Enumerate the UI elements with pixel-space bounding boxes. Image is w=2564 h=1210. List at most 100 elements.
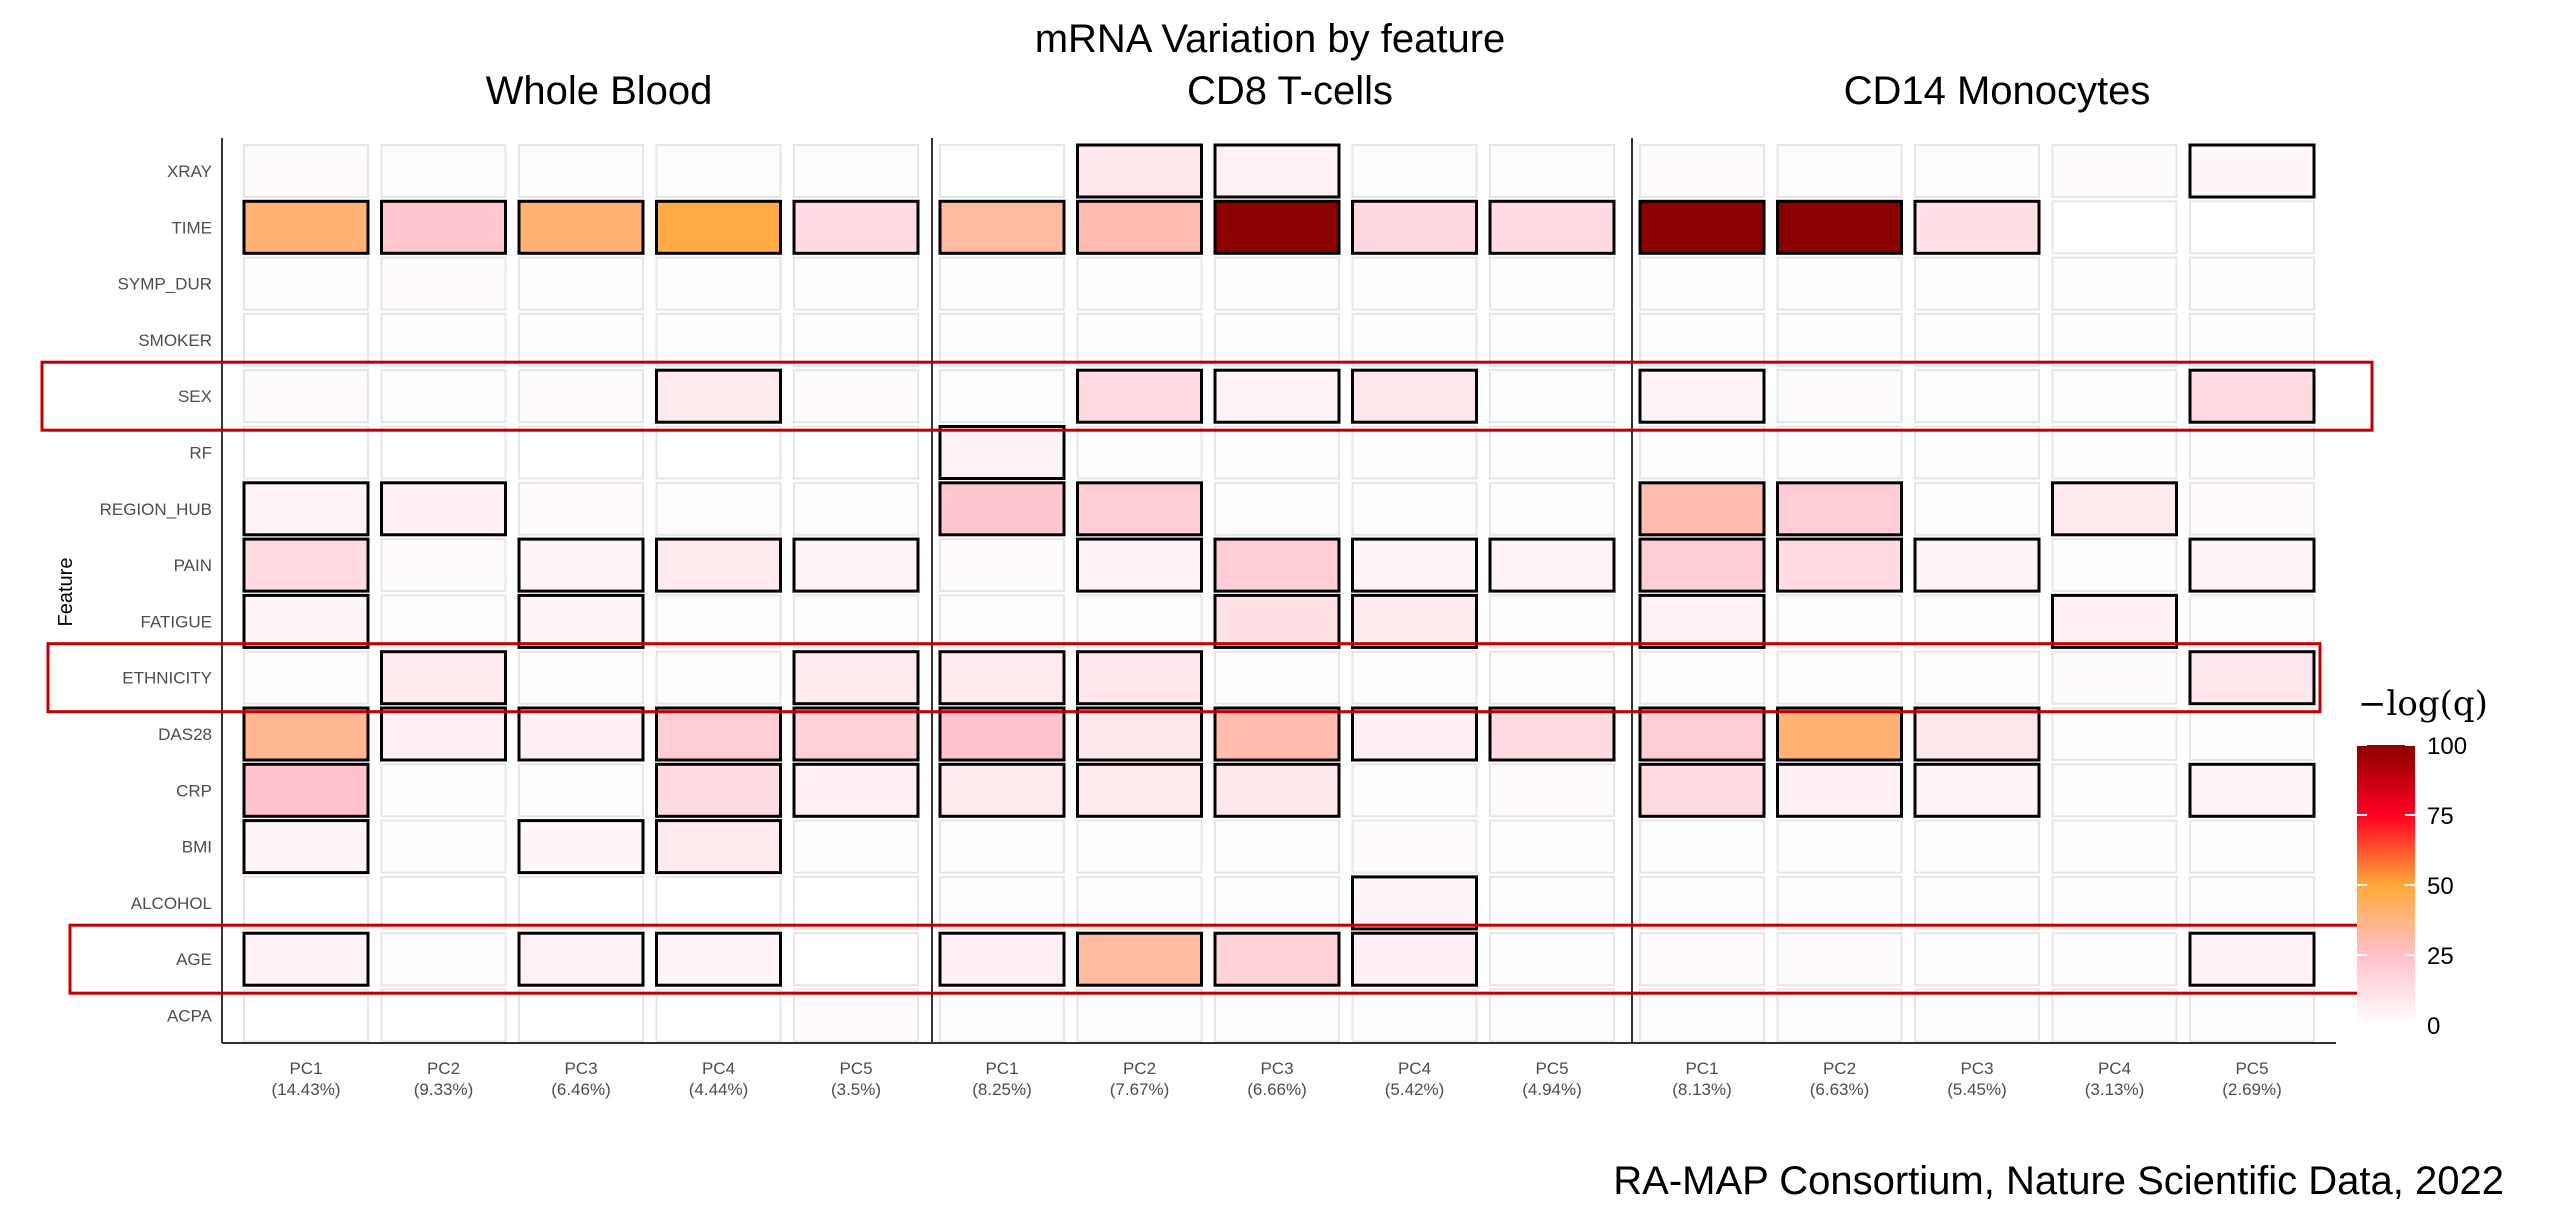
- heat-tile-xray-cd14-monocytes-pc3: [1914, 144, 2040, 198]
- x-tick-label: PC3: [1960, 1059, 1993, 1078]
- heat-tile-crp-whole-blood-pc2: [380, 763, 507, 818]
- heat-tile-age-whole-blood-pc1: [242, 931, 370, 987]
- legend-ticks: 100 75 50 25 0: [2357, 733, 2467, 1040]
- y-tick-label: AGE: [176, 950, 212, 969]
- heat-tile-xray-cd14-monocytes-pc2: [1776, 144, 1903, 198]
- heat-tile-xray-cd8-t-cells-pc4: [1351, 144, 1478, 198]
- heat-tile-alcohol-cd8-t-cells-pc2: [1076, 875, 1203, 930]
- x-tick-label: PC4: [1398, 1059, 1431, 1078]
- heat-tile-fatigue-cd14-monocytes-pc1: [1638, 593, 1766, 649]
- heat-tile-sex-cd8-t-cells-pc4: [1351, 368, 1478, 424]
- heat-tile-region-hub-cd8-t-cells-pc3: [1214, 481, 1340, 536]
- heat-tile-das28-cd14-monocytes-pc3: [1913, 706, 2041, 762]
- heat-tile-bmi-cd14-monocytes-pc2: [1776, 819, 1903, 874]
- heat-tile-alcohol-whole-blood-pc5: [793, 875, 919, 930]
- heat-tile-pain-cd8-t-cells-pc4: [1351, 537, 1478, 593]
- heat-tile-xray-cd8-t-cells-pc3: [1213, 143, 1341, 199]
- heat-tile-xray-cd8-t-cells-pc1: [939, 144, 1065, 198]
- heat-tile-age-cd14-monocytes-pc3: [1914, 932, 2040, 987]
- heat-tile-age-cd8-t-cells-pc4: [1351, 931, 1478, 987]
- x-tick-label: PC5: [1535, 1059, 1568, 1078]
- heat-tile-bmi-whole-blood-pc5: [793, 819, 919, 874]
- x-tick-variance: (9.33%): [414, 1080, 474, 1099]
- heat-tile-region-hub-whole-blood-pc3: [518, 481, 644, 536]
- heat-tile-age-whole-blood-pc5: [793, 932, 919, 987]
- heat-tile-pain-whole-blood-pc4: [655, 537, 782, 593]
- x-tick-variance: (4.44%): [689, 1080, 749, 1099]
- x-tick-labels: PC1 (14.43%) PC2 (9.33%) PC3 (6.46%) PC4 (4.44%…: [272, 1059, 2282, 1099]
- heat-tile-acpa-cd8-t-cells-pc5: [1489, 988, 1615, 1043]
- axis-lines: [221, 138, 2336, 1044]
- heat-tile-smoker-whole-blood-pc4: [655, 312, 782, 367]
- heat-tile-time-whole-blood-pc3: [517, 199, 645, 255]
- heat-tile-fatigue-cd8-t-cells-pc2: [1076, 594, 1203, 649]
- legend-tick-label: 0: [2427, 1013, 2440, 1040]
- heat-tile-symp-dur-whole-blood-pc2: [380, 256, 507, 311]
- heat-tile-crp-cd8-t-cells-pc4: [1351, 763, 1478, 818]
- heat-tile-smoker-cd14-monocytes-pc4: [2051, 312, 2178, 367]
- y-axis-title: Feature: [55, 558, 77, 627]
- x-tick-variance: (8.25%): [972, 1080, 1032, 1099]
- heat-tile-symp-dur-cd14-monocytes-pc4: [2051, 256, 2178, 311]
- x-tick-variance: (6.46%): [551, 1080, 611, 1099]
- heat-tile-sex-whole-blood-pc2: [380, 369, 507, 424]
- heat-tile-region-hub-whole-blood-pc5: [793, 481, 919, 536]
- heat-tile-ethnicity-whole-blood-pc3: [518, 650, 644, 705]
- heat-tile-pain-cd14-monocytes-pc2: [1776, 537, 1903, 593]
- heat-tile-time-whole-blood-pc5: [792, 199, 920, 255]
- heat-tile-crp-whole-blood-pc1: [242, 762, 370, 818]
- y-tick-label: DAS28: [158, 725, 212, 744]
- y-tick-label: RF: [189, 444, 212, 463]
- heat-tile-crp-whole-blood-pc5: [792, 762, 920, 818]
- heat-tile-smoker-cd8-t-cells-pc2: [1076, 312, 1203, 367]
- heat-tile-rf-cd8-t-cells-pc4: [1351, 425, 1478, 480]
- heat-tile-sex-cd8-t-cells-pc3: [1213, 368, 1341, 424]
- heat-tile-xray-whole-blood-pc1: [243, 144, 369, 198]
- highlight-box-ethnicity: [46, 642, 2322, 714]
- x-tick-variance: (3.5%): [831, 1080, 881, 1099]
- heat-tile-smoker-cd8-t-cells-pc3: [1214, 312, 1340, 367]
- heat-tile-crp-cd14-monocytes-pc3: [1913, 762, 2041, 818]
- heat-tile-age-cd14-monocytes-pc1: [1639, 932, 1765, 987]
- heat-tile-alcohol-cd14-monocytes-pc1: [1639, 875, 1765, 930]
- heat-tile-bmi-whole-blood-pc2: [380, 819, 507, 874]
- heat-tile-sex-cd14-monocytes-pc2: [1776, 369, 1903, 424]
- heat-tile-acpa-cd14-monocytes-pc1: [1639, 988, 1765, 1043]
- heat-tile-fatigue-cd8-t-cells-pc5: [1489, 594, 1615, 649]
- x-tick-variance: (5.45%): [1947, 1080, 2007, 1099]
- heat-tile-xray-cd8-t-cells-pc2: [1076, 143, 1203, 199]
- heat-tile-das28-cd14-monocytes-pc4: [2051, 707, 2178, 761]
- heat-tile-region-hub-whole-blood-pc4: [655, 481, 782, 536]
- heat-tile-sex-whole-blood-pc4: [655, 368, 782, 424]
- heat-tile-ethnicity-whole-blood-pc2: [380, 650, 507, 706]
- heat-tile-sex-cd8-t-cells-pc5: [1489, 369, 1615, 424]
- heat-tile-crp-cd14-monocytes-pc2: [1776, 762, 1903, 818]
- x-tick-variance: (7.67%): [1110, 1080, 1170, 1099]
- heat-tile-crp-cd8-t-cells-pc3: [1213, 762, 1341, 818]
- heat-tile-bmi-cd14-monocytes-pc4: [2051, 819, 2178, 874]
- heat-tile-das28-cd8-t-cells-pc2: [1076, 706, 1203, 762]
- y-tick-label: PAIN: [174, 556, 212, 575]
- heat-tile-smoker-cd14-monocytes-pc1: [1639, 312, 1765, 367]
- x-tick-label: PC5: [839, 1059, 872, 1078]
- heat-tile-symp-dur-cd8-t-cells-pc1: [939, 256, 1065, 311]
- x-tick-label: PC3: [564, 1059, 597, 1078]
- heat-tile-symp-dur-cd14-monocytes-pc1: [1639, 256, 1765, 311]
- heat-tile-fatigue-cd8-t-cells-pc1: [939, 594, 1065, 649]
- heat-tile-alcohol-whole-blood-pc2: [380, 875, 507, 930]
- heat-tile-sex-cd14-monocytes-pc1: [1638, 368, 1766, 424]
- heat-tile-fatigue-whole-blood-pc1: [242, 593, 370, 649]
- heat-tile-ethnicity-whole-blood-pc4: [655, 650, 782, 705]
- heat-tile-sex-cd14-monocytes-pc5: [2188, 368, 2316, 424]
- heat-tile-alcohol-whole-blood-pc4: [655, 875, 782, 930]
- panel-title-whole-blood: Whole Blood: [486, 69, 713, 113]
- x-tick-variance: (14.43%): [272, 1080, 341, 1099]
- heat-tile-xray-whole-blood-pc3: [518, 144, 644, 198]
- heat-tile-age-whole-blood-pc2: [380, 932, 507, 987]
- legend-tick-label: 50: [2427, 873, 2454, 900]
- heat-tile-symp-dur-whole-blood-pc5: [793, 256, 919, 311]
- heat-tile-acpa-whole-blood-pc4: [655, 988, 782, 1043]
- panel-title-cd14-monocytes: CD14 Monocytes: [1844, 69, 2151, 113]
- heat-tile-rf-cd14-monocytes-pc1: [1639, 425, 1765, 480]
